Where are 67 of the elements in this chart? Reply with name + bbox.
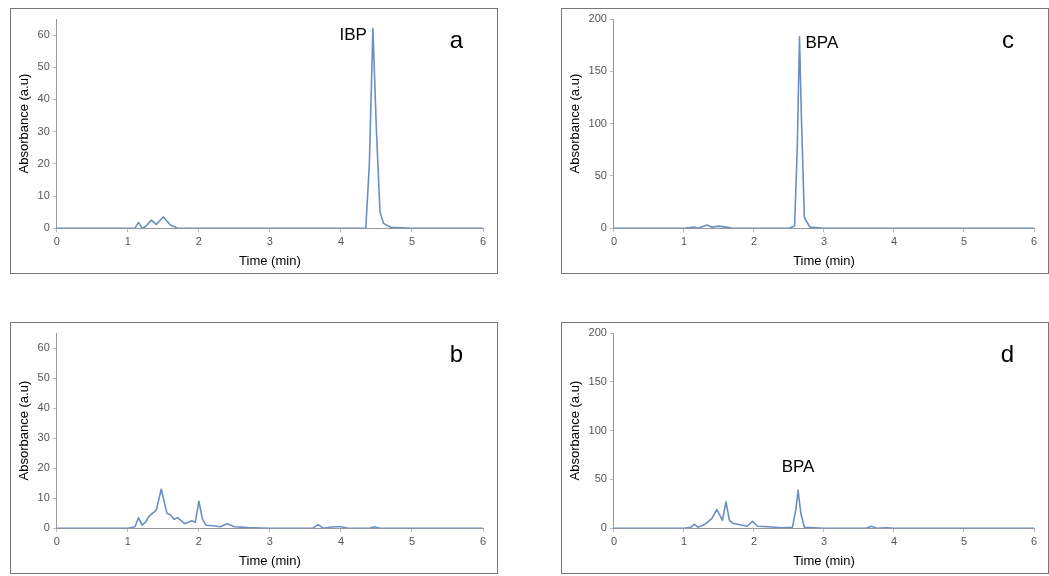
x-axis-title: Time (min)	[793, 552, 855, 568]
x-tick-label: 6	[1030, 534, 1038, 547]
y-tick-label: 40	[37, 92, 50, 105]
x-axis-title: Time (min)	[239, 252, 301, 268]
annotation: IBP	[339, 24, 367, 44]
x-tick-label: 4	[337, 534, 345, 547]
y-tick-label: 50	[37, 60, 50, 73]
x-tick-label: 2	[195, 234, 202, 247]
x-tick-label: 5	[960, 234, 968, 247]
x-tick-label: 1	[680, 534, 688, 547]
y-tick-label: 150	[588, 374, 607, 387]
x-tick-label: 3	[266, 534, 273, 547]
annotation: c	[1002, 25, 1014, 53]
x-tick-label: 6	[479, 234, 487, 247]
x-tick-label: 4	[890, 534, 898, 547]
x-tick-label: 2	[750, 234, 758, 247]
x-tick-label: 5	[960, 534, 968, 547]
y-tick-label: 50	[37, 371, 50, 384]
x-tick-label: 2	[750, 534, 758, 547]
y-tick-label: 0	[600, 221, 607, 234]
y-tick-label: 200	[588, 12, 607, 25]
x-axis-title: Time (min)	[239, 552, 301, 568]
y-tick-label: 200	[588, 326, 607, 339]
y-tick-label: 60	[37, 28, 50, 41]
y-tick-label: 30	[37, 431, 50, 444]
y-tick-label: 150	[588, 64, 607, 77]
x-tick-label: 6	[479, 534, 487, 547]
y-axis-title: Absorbance (a.u)	[567, 73, 583, 174]
y-tick-label: 40	[37, 401, 50, 414]
x-tick-label: 0	[53, 234, 60, 247]
y-tick-label: 60	[37, 341, 50, 354]
x-tick-label: 0	[610, 234, 618, 247]
x-tick-label: 0	[610, 534, 618, 547]
y-axis-title: Absorbance (a.u)	[16, 73, 32, 174]
x-tick-label: 5	[408, 234, 416, 247]
annotation: BPA	[781, 457, 816, 477]
annotation: b	[449, 339, 463, 367]
annotation: d	[1000, 339, 1014, 367]
y-tick-label: 100	[588, 423, 607, 436]
y-tick-label: 0	[43, 521, 50, 534]
x-tick-label: 0	[53, 534, 60, 547]
y-tick-label: 20	[37, 461, 50, 474]
x-tick-label: 1	[124, 234, 131, 247]
x-tick-label: 1	[124, 534, 131, 547]
x-tick-label: 3	[820, 234, 828, 247]
x-tick-label: 4	[890, 234, 898, 247]
x-tick-label: 5	[408, 534, 416, 547]
x-tick-label: 4	[337, 234, 345, 247]
y-tick-label: 20	[37, 156, 50, 169]
y-tick-label: 0	[600, 521, 607, 534]
x-tick-label: 3	[266, 234, 273, 247]
annotation: a	[449, 25, 464, 53]
y-tick-label: 50	[594, 168, 607, 181]
x-tick-label: 6	[1030, 234, 1038, 247]
y-tick-label: 10	[37, 189, 50, 202]
y-axis-title: Absorbance (a.u)	[567, 380, 583, 481]
annotation: BPA	[805, 32, 839, 52]
y-tick-label: 10	[37, 491, 50, 504]
x-axis-title: Time (min)	[793, 252, 855, 268]
x-tick-label: 3	[820, 534, 828, 547]
x-tick-label: 2	[195, 534, 202, 547]
y-axis-title: Absorbance (a.u)	[16, 380, 32, 481]
y-tick-label: 0	[43, 221, 50, 234]
x-tick-label: 1	[680, 234, 688, 247]
y-tick-label: 50	[594, 472, 607, 485]
y-tick-label: 30	[37, 124, 50, 137]
y-tick-label: 100	[588, 116, 607, 129]
